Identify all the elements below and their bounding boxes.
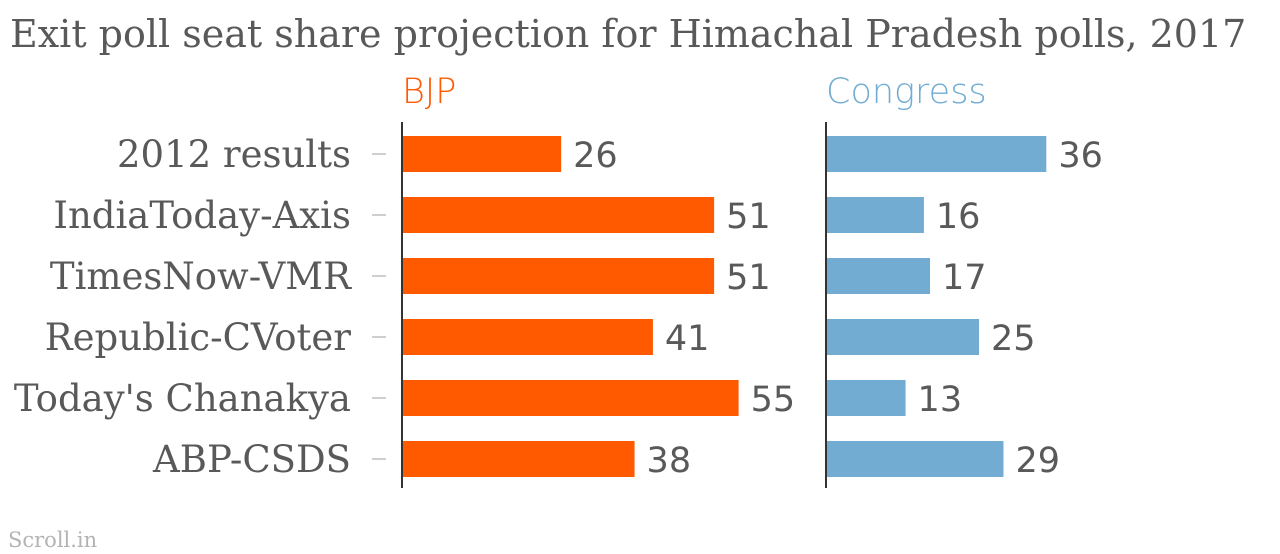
value-label: 55 <box>751 380 796 420</box>
value-label: 29 <box>1015 441 1060 481</box>
bar <box>402 197 715 233</box>
panel-bjp: BJP 26 51 51 41 55 38 <box>401 72 796 488</box>
value-label: 36 <box>1058 136 1103 176</box>
category-label: 2012 results <box>117 133 351 176</box>
bar <box>826 258 931 294</box>
category-label: Republic-CVoter <box>45 316 352 359</box>
category-label: ABP-CSDS <box>152 438 351 481</box>
value-label: 16 <box>936 197 981 237</box>
value-label: 38 <box>647 441 692 481</box>
series-label: Congress <box>826 72 987 112</box>
bar <box>826 136 1047 172</box>
bar <box>826 380 906 416</box>
bar <box>826 319 979 355</box>
value-label: 51 <box>726 197 771 237</box>
chart-title: Exit poll seat share projection for Hima… <box>10 12 1246 56</box>
category-label: Today's Chanakya <box>14 377 351 420</box>
category-label: IndiaToday-Axis <box>53 194 351 237</box>
bar <box>402 380 739 416</box>
bar <box>402 258 715 294</box>
source-label: Scroll.in <box>8 528 97 552</box>
value-label: 17 <box>942 258 987 298</box>
value-label: 26 <box>573 136 618 176</box>
value-label: 51 <box>726 258 771 298</box>
value-label: 41 <box>665 319 710 359</box>
series-label: BJP <box>402 72 456 112</box>
value-label: 25 <box>991 319 1036 359</box>
bar <box>402 136 562 172</box>
bar <box>826 197 924 233</box>
bar <box>826 441 1004 477</box>
bar <box>402 319 653 355</box>
bar <box>402 441 635 477</box>
category-label: TimesNow-VMR <box>50 255 352 298</box>
category-labels: 2012 results IndiaToday-Axis TimesNow-VMR R… <box>14 133 386 481</box>
value-label: 13 <box>918 380 963 420</box>
